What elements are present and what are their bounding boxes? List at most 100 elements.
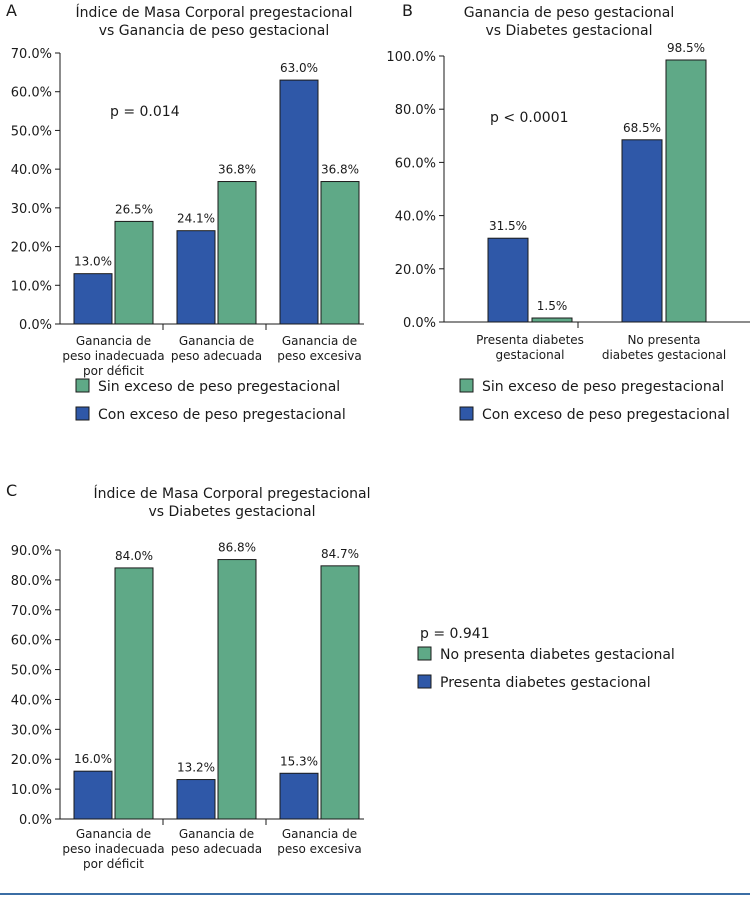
bar-green	[217, 181, 257, 325]
p-value-annotation: p = 0.014	[110, 104, 180, 120]
y-tick-label: 20.0%	[11, 241, 52, 256]
y-tick-label: 80.0%	[11, 574, 52, 589]
data-label: 16.0%	[74, 752, 112, 766]
bar-green	[114, 220, 154, 325]
bar-green	[114, 567, 154, 820]
x-category-label: peso inadecuada	[62, 842, 164, 856]
bar-green	[320, 565, 360, 820]
data-label: 24.1%	[177, 212, 215, 226]
y-tick-label: 10.0%	[11, 783, 52, 798]
panel-letter: B	[402, 1, 413, 20]
bar-blue	[487, 237, 529, 323]
chart-panel-a: A Índice de Masa Corporal pregestacional v…	[6, 1, 364, 423]
y-tick-label: 0.0%	[19, 318, 52, 333]
y-tick-label: 90.0%	[11, 544, 52, 559]
x-category-label: Ganancia de	[282, 334, 357, 348]
bar-green	[217, 559, 257, 820]
y-tick-label: 0.0%	[403, 316, 436, 331]
bar-blue	[73, 273, 113, 325]
y-tick-label: 80.0%	[395, 103, 436, 118]
bar-green	[665, 59, 707, 323]
chart-panel-b: B Ganancia de peso gestacional vs Diabetes…	[386, 1, 750, 423]
data-label: 84.7%	[321, 547, 359, 561]
x-category-label: por déficit	[83, 857, 144, 871]
data-label: 36.8%	[321, 163, 359, 177]
bar-blue	[621, 139, 663, 323]
legend-swatch-blue	[417, 674, 432, 689]
x-category-label: diabetes gestacional	[602, 348, 726, 362]
x-category-label: peso adecuada	[171, 842, 262, 856]
legend-label: Sin exceso de peso pregestacional	[482, 379, 724, 395]
x-category-label: peso adecuada	[171, 349, 262, 363]
data-label: 26.5%	[115, 202, 153, 216]
y-tick-label: 60.0%	[11, 86, 52, 101]
legend-swatch-green	[459, 378, 474, 393]
chart-panel-c: C Índice de Masa Corporal pregestacional v…	[6, 481, 675, 871]
y-tick-label: 70.0%	[11, 604, 52, 619]
y-tick-label: 30.0%	[11, 723, 52, 738]
data-label: 31.5%	[489, 219, 527, 233]
data-label: 36.8%	[218, 163, 256, 177]
legend-label: No presenta diabetes gestacional	[440, 647, 675, 663]
y-tick-label: 40.0%	[395, 210, 436, 225]
p-value-annotation: p = 0.941	[420, 626, 490, 642]
panel-letter: A	[6, 1, 17, 20]
chart-title: vs Diabetes gestacional	[149, 504, 316, 520]
x-category-label: por déficit	[83, 364, 144, 378]
y-tick-label: 10.0%	[11, 279, 52, 294]
x-category-label: gestacional	[496, 348, 565, 362]
panel-letter: C	[6, 481, 17, 500]
y-tick-label: 0.0%	[19, 813, 52, 828]
x-category-label: Ganancia de	[76, 827, 151, 841]
x-category-label: Ganancia de	[179, 334, 254, 348]
legend-label: Sin exceso de peso pregestacional	[98, 379, 340, 395]
x-category-label: Presenta diabetes	[476, 333, 584, 347]
bar-blue	[279, 772, 319, 820]
chart-title: Índice de Masa Corporal pregestacional	[76, 4, 353, 21]
chart-title: vs Ganancia de peso gestacional	[99, 23, 330, 39]
chart-title: Ganancia de peso gestacional	[464, 5, 675, 21]
y-tick-label: 20.0%	[11, 753, 52, 768]
legend-swatch-green	[75, 378, 90, 393]
legend-label: Con exceso de peso pregestacional	[482, 407, 730, 423]
data-label: 63.0%	[280, 61, 318, 75]
data-label: 86.8%	[218, 541, 256, 555]
bar-green	[531, 317, 573, 323]
x-category-label: peso excesiva	[277, 842, 362, 856]
y-tick-label: 50.0%	[11, 664, 52, 679]
legend-swatch-blue	[75, 406, 90, 421]
legend-swatch-green	[417, 646, 432, 661]
y-tick-label: 60.0%	[11, 634, 52, 649]
data-label: 1.5%	[537, 299, 568, 313]
x-category-label: Ganancia de	[282, 827, 357, 841]
data-label: 84.0%	[115, 549, 153, 563]
data-label: 15.3%	[280, 754, 318, 768]
legend-label: Con exceso de peso pregestacional	[98, 407, 346, 423]
bar-green	[320, 181, 360, 325]
bar-blue	[279, 79, 319, 325]
legend-label: Presenta diabetes gestacional	[440, 675, 651, 691]
bar-blue	[176, 779, 216, 820]
data-label: 13.0%	[74, 255, 112, 269]
y-tick-label: 100.0%	[386, 50, 436, 65]
x-category-label: peso excesiva	[277, 349, 362, 363]
y-tick-label: 40.0%	[11, 163, 52, 178]
x-category-label: No presenta	[627, 333, 700, 347]
chart-title: Índice de Masa Corporal pregestacional	[94, 485, 371, 502]
x-category-label: peso inadecuada	[62, 349, 164, 363]
bar-blue	[176, 230, 216, 325]
chart-title: vs Diabetes gestacional	[486, 23, 653, 39]
y-tick-label: 40.0%	[11, 693, 52, 708]
y-tick-label: 50.0%	[11, 124, 52, 139]
data-label: 68.5%	[623, 121, 661, 135]
y-tick-label: 70.0%	[11, 47, 52, 62]
y-tick-label: 60.0%	[395, 156, 436, 171]
x-category-label: Ganancia de	[76, 334, 151, 348]
y-tick-label: 30.0%	[11, 202, 52, 217]
x-category-label: Ganancia de	[179, 827, 254, 841]
p-value-annotation: p < 0.0001	[490, 110, 569, 126]
data-label: 13.2%	[177, 761, 215, 775]
legend-swatch-blue	[459, 406, 474, 421]
bar-blue	[73, 770, 113, 820]
